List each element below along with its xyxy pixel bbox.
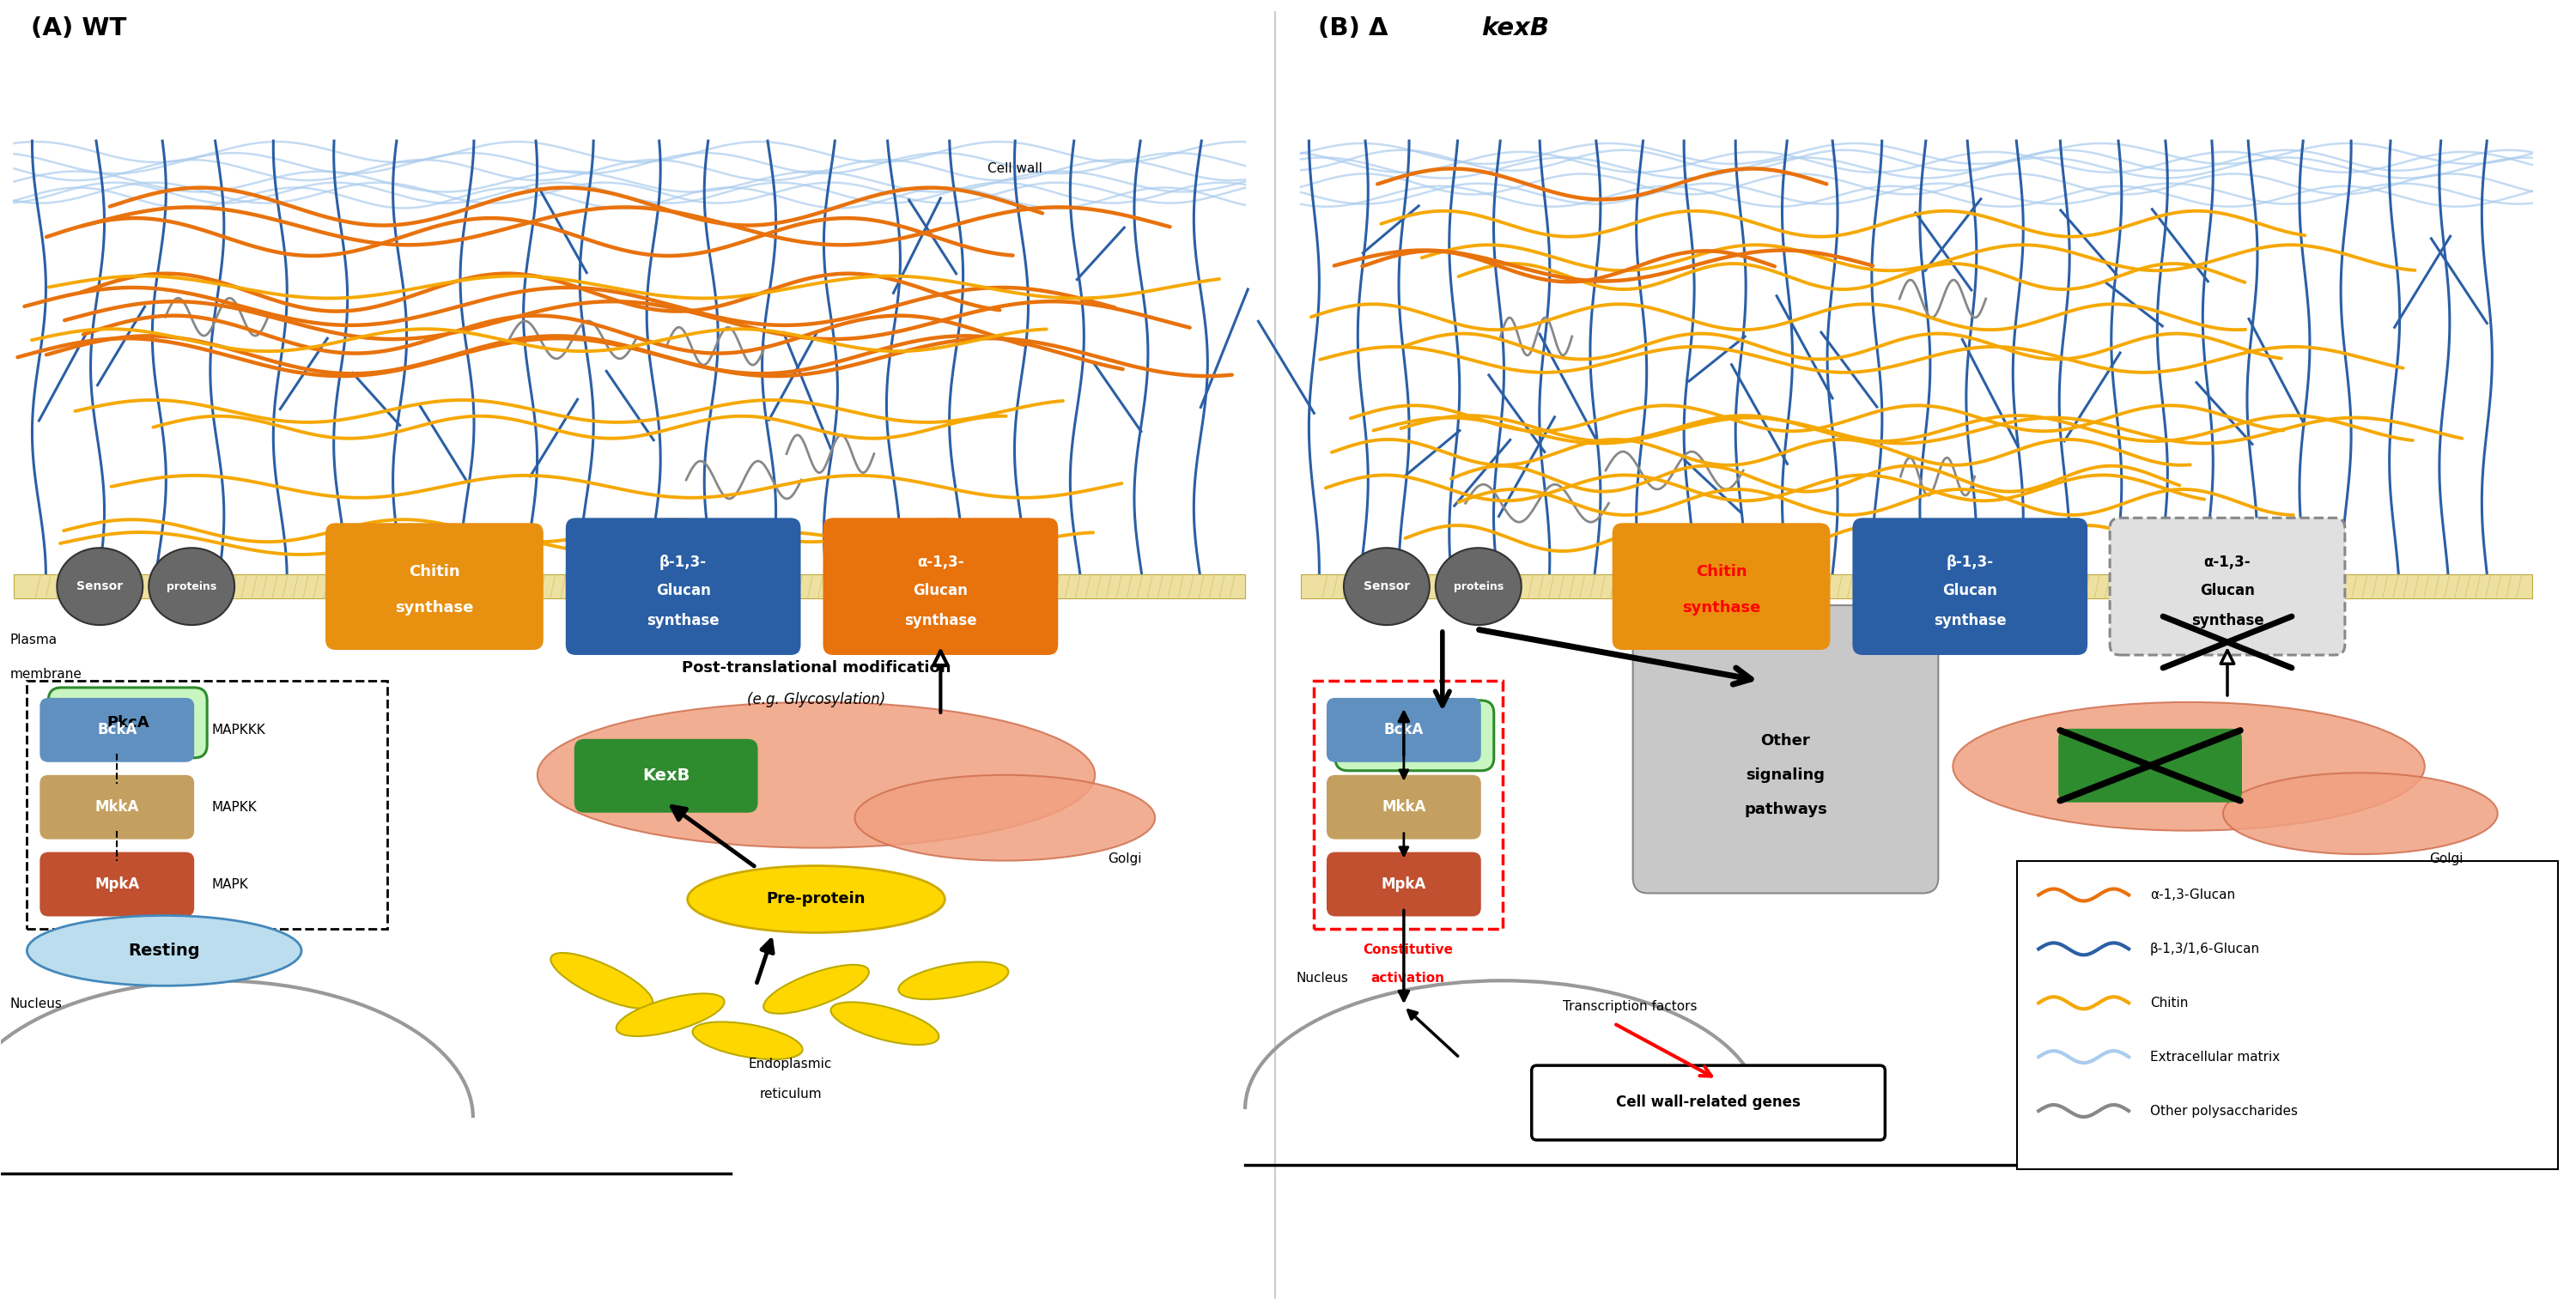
Text: Nucleus: Nucleus: [1296, 973, 1350, 984]
Text: KexB: KexB: [641, 767, 690, 784]
Text: (B) Δ: (B) Δ: [1319, 17, 1388, 41]
Ellipse shape: [688, 866, 945, 933]
Text: Nucleus: Nucleus: [10, 998, 62, 1011]
FancyBboxPatch shape: [1334, 700, 1494, 771]
Text: β-1,3-: β-1,3-: [659, 555, 706, 570]
Ellipse shape: [899, 962, 1007, 999]
FancyBboxPatch shape: [39, 697, 193, 762]
Ellipse shape: [693, 1023, 804, 1059]
Text: Cell wall-related genes: Cell wall-related genes: [1615, 1095, 1801, 1109]
FancyBboxPatch shape: [1613, 522, 1829, 650]
Text: BckA: BckA: [1383, 722, 1425, 738]
Ellipse shape: [855, 775, 1154, 861]
FancyBboxPatch shape: [1327, 851, 1481, 916]
Ellipse shape: [551, 953, 652, 1008]
Text: MAPKK: MAPKK: [211, 800, 258, 813]
Text: Resting: Resting: [129, 942, 201, 959]
Bar: [26, 680, 386, 929]
Ellipse shape: [616, 994, 724, 1036]
Ellipse shape: [538, 703, 1095, 848]
Bar: [1314, 680, 1502, 929]
Text: Cell wall: Cell wall: [987, 162, 1043, 175]
Text: synthase: synthase: [1682, 600, 1759, 616]
Bar: [2017, 861, 2558, 1169]
Text: Glucan: Glucan: [912, 583, 969, 599]
FancyBboxPatch shape: [2058, 729, 2241, 803]
Text: synthase: synthase: [647, 613, 719, 629]
Text: MpkA: MpkA: [95, 876, 139, 892]
Text: (e.g. Glycosylation): (e.g. Glycosylation): [747, 692, 886, 707]
Text: Post-translational modification: Post-translational modification: [683, 661, 951, 675]
Text: Plasma: Plasma: [10, 633, 57, 646]
Text: synthase: synthase: [904, 613, 976, 629]
Ellipse shape: [1345, 547, 1430, 625]
Bar: [13, 575, 1244, 599]
Ellipse shape: [57, 547, 142, 625]
Text: membrane: membrane: [10, 667, 82, 680]
Text: Glucan: Glucan: [1942, 583, 1996, 599]
Text: β-1,3/1,6-Glucan: β-1,3/1,6-Glucan: [2151, 942, 2259, 955]
Text: Sensor: Sensor: [77, 580, 124, 592]
Text: β-1,3-: β-1,3-: [1947, 555, 1994, 570]
Ellipse shape: [1435, 547, 1522, 625]
Text: MkkA: MkkA: [1381, 799, 1427, 815]
Text: Sensor: Sensor: [1363, 580, 1409, 592]
Text: Extracellular matrix: Extracellular matrix: [2151, 1050, 2280, 1063]
Ellipse shape: [762, 965, 868, 1013]
FancyBboxPatch shape: [49, 687, 206, 758]
Text: reticulum: reticulum: [760, 1088, 822, 1100]
Text: PkcA: PkcA: [106, 715, 149, 730]
Text: Constitutive: Constitutive: [1363, 944, 1453, 957]
Text: Other: Other: [1762, 733, 1811, 749]
Text: PkcA: PkcA: [1394, 728, 1435, 744]
FancyBboxPatch shape: [2110, 519, 2344, 655]
Text: Other polysaccharides: Other polysaccharides: [2151, 1104, 2298, 1117]
Text: Transcription factors: Transcription factors: [1564, 1000, 1698, 1013]
Ellipse shape: [26, 916, 301, 986]
FancyBboxPatch shape: [325, 522, 544, 650]
Text: Chitin: Chitin: [410, 565, 461, 579]
Text: MpkA: MpkA: [1381, 876, 1427, 892]
Text: synthase: synthase: [2192, 613, 2264, 629]
Ellipse shape: [1953, 703, 2424, 830]
Bar: [1301, 575, 2532, 599]
Text: BckA: BckA: [98, 722, 137, 738]
Ellipse shape: [149, 547, 234, 625]
FancyBboxPatch shape: [1533, 1066, 1886, 1140]
Text: MkkA: MkkA: [95, 799, 139, 815]
FancyBboxPatch shape: [39, 775, 193, 840]
FancyBboxPatch shape: [1327, 697, 1481, 762]
Text: kexB: kexB: [1481, 17, 1548, 41]
Text: proteins: proteins: [1453, 580, 1504, 592]
Text: α-1,3-: α-1,3-: [917, 555, 963, 570]
Text: Chitin: Chitin: [2151, 996, 2187, 1009]
Text: Golgi: Golgi: [1108, 851, 1141, 865]
Text: Glucan: Glucan: [657, 583, 711, 599]
Text: synthase: synthase: [1935, 613, 2007, 629]
Ellipse shape: [2223, 772, 2499, 854]
FancyBboxPatch shape: [574, 740, 757, 813]
Text: synthase: synthase: [394, 600, 474, 616]
Text: Chitin: Chitin: [1695, 565, 1747, 579]
Text: signaling: signaling: [1747, 767, 1824, 783]
Text: α-1,3-: α-1,3-: [2205, 555, 2251, 570]
Text: MAPKKK: MAPKKK: [211, 724, 265, 737]
Text: Pre-protein: Pre-protein: [768, 891, 866, 907]
Text: MAPK: MAPK: [211, 878, 247, 891]
Text: proteins: proteins: [167, 580, 216, 592]
Text: pathways: pathways: [1744, 801, 1826, 817]
FancyBboxPatch shape: [1327, 775, 1481, 840]
Text: Endoplasmic: Endoplasmic: [750, 1058, 832, 1071]
Text: Glucan: Glucan: [2200, 583, 2254, 599]
Text: Golgi: Golgi: [2429, 851, 2463, 865]
FancyBboxPatch shape: [39, 851, 193, 916]
Text: (A) WT: (A) WT: [31, 17, 126, 41]
Text: α-1,3-Glucan: α-1,3-Glucan: [2151, 888, 2236, 901]
FancyBboxPatch shape: [567, 519, 801, 655]
FancyBboxPatch shape: [1633, 605, 1937, 894]
Ellipse shape: [832, 1001, 938, 1045]
FancyBboxPatch shape: [824, 519, 1059, 655]
Text: activation: activation: [1370, 973, 1445, 984]
FancyBboxPatch shape: [1852, 519, 2087, 655]
